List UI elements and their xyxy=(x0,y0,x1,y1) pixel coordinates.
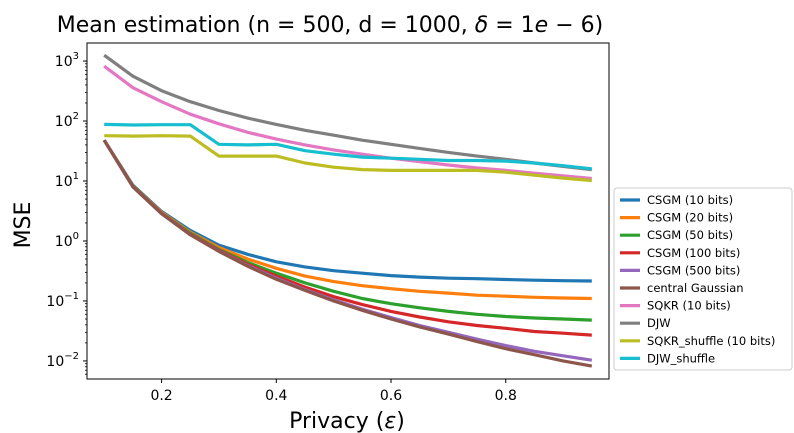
x-tick-label: 0.4 xyxy=(265,388,287,404)
y-tick-label: 101 xyxy=(55,171,79,190)
chart-title: Mean estimation (n = 500, d = 1000, δ = … xyxy=(57,13,603,38)
plot-area xyxy=(102,53,593,368)
y-tick-label: 102 xyxy=(55,111,79,130)
series-line-6 xyxy=(103,64,592,181)
legend: CSGM (10 bits) CSGM (20 bits) CSGM (50 bit… xyxy=(613,187,793,371)
series-line-5 xyxy=(102,139,593,368)
legend-entry: SQKR_shuffle (10 bits) xyxy=(647,334,775,348)
y-tick-label: 100 xyxy=(55,231,79,250)
legend-box xyxy=(613,187,793,371)
y-axis: 103 102 101 100 10−1 10−2 xyxy=(46,51,87,375)
y-axis-title: MSE xyxy=(11,202,36,249)
x-axis: 0.2 0.4 0.6 0.8 xyxy=(150,379,517,404)
legend-entry: DJW_shuffle xyxy=(647,351,715,365)
y-tick-label: 103 xyxy=(55,51,79,70)
legend-entry: DJW xyxy=(647,316,671,330)
x-tick-label: 0.8 xyxy=(495,388,517,404)
y-tick-label: 10−1 xyxy=(46,291,79,310)
legend-entry: CSGM (500 bits) xyxy=(647,263,740,277)
legend-entry: CSGM (100 bits) xyxy=(647,246,740,260)
legend-entry: CSGM (50 bits) xyxy=(647,228,733,242)
legend-entry: CSGM (10 bits) xyxy=(647,193,733,207)
legend-entry: central Gaussian xyxy=(647,281,744,295)
x-tick-label: 0.6 xyxy=(380,388,402,404)
x-tick-label: 0.2 xyxy=(150,388,172,404)
axes-frame xyxy=(86,42,610,380)
legend-entry: CSGM (20 bits) xyxy=(647,211,733,225)
legend-entry: SQKR (10 bits) xyxy=(647,299,731,313)
series-line-9 xyxy=(104,122,592,171)
series-line-8 xyxy=(104,134,592,183)
y-tick-label: 10−2 xyxy=(46,351,79,370)
x-axis-title: Privacy (ε) xyxy=(289,409,405,433)
series-line-1 xyxy=(102,139,592,301)
